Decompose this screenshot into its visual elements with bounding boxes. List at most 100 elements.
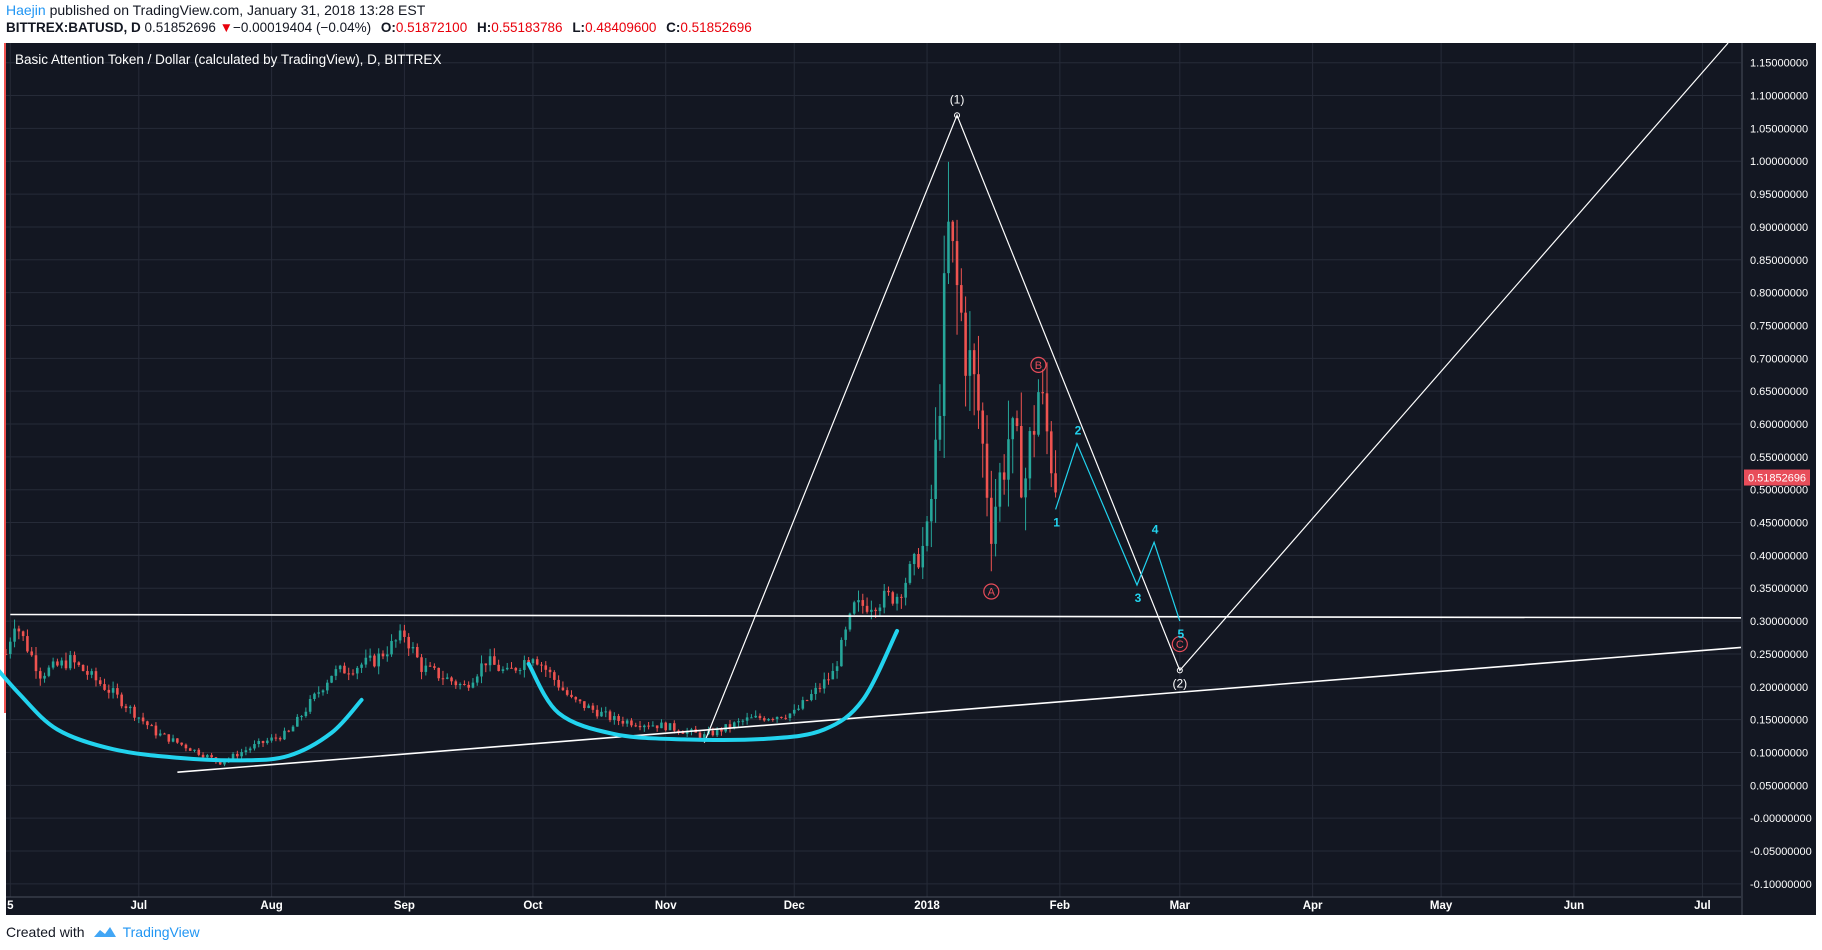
- wave-point: [1176, 667, 1183, 674]
- low-value: 0.48409600: [585, 20, 657, 35]
- candle-body: [810, 694, 813, 701]
- candle-body: [638, 725, 642, 728]
- candle-body: [621, 720, 625, 724]
- candle-body: [1011, 418, 1015, 440]
- candle-body: [390, 640, 393, 655]
- wave-label-cyan: 2: [1075, 424, 1082, 438]
- candle-body: [385, 654, 389, 657]
- candle-body: [261, 741, 265, 744]
- candle-body: [1049, 431, 1053, 474]
- candle: [68, 650, 72, 671]
- candle: [94, 667, 98, 687]
- candle-body: [917, 554, 920, 568]
- published-text: published on TradingView.com, January 31…: [49, 2, 426, 18]
- candle-body: [840, 639, 843, 667]
- candle-body: [934, 439, 937, 499]
- y-tick-label: -0.00000000: [1750, 813, 1812, 825]
- candle-body: [1037, 392, 1040, 435]
- candle: [981, 402, 985, 478]
- candle-body: [882, 590, 886, 608]
- x-tick-label: 5: [7, 900, 14, 912]
- candle: [535, 656, 539, 666]
- publish-line: Haejin published on TradingView.com, Jan…: [6, 2, 425, 18]
- y-tick-label: 0.55000000: [1750, 452, 1808, 464]
- candle: [942, 235, 946, 458]
- candle-body: [1024, 478, 1027, 498]
- candle-body: [865, 605, 869, 612]
- candle: [758, 713, 762, 721]
- candle: [831, 663, 835, 680]
- candle-body: [938, 415, 942, 440]
- candle-body: [398, 630, 402, 641]
- candle-body: [844, 629, 847, 640]
- candle: [90, 668, 93, 679]
- candle: [844, 626, 847, 647]
- candle: [98, 676, 102, 687]
- candle-body: [364, 657, 368, 665]
- candle: [835, 661, 839, 679]
- axes: 1.15000000 1.10000000 1.05000000 1.00000000…: [6, 43, 1812, 915]
- candle-body: [578, 699, 582, 702]
- candle: [621, 716, 625, 727]
- candle-body: [1041, 392, 1045, 394]
- candle: [321, 689, 325, 696]
- x-tick-label: Dec: [784, 900, 806, 912]
- candle-body: [274, 737, 278, 739]
- candle: [878, 603, 882, 616]
- candle-body: [557, 679, 560, 688]
- candle-body: [257, 741, 261, 745]
- candle: [900, 594, 903, 609]
- candle-body: [167, 734, 171, 742]
- last-price-tag: [1744, 469, 1810, 486]
- candle-body: [531, 659, 535, 664]
- candle-body: [985, 443, 989, 498]
- candle-body: [343, 665, 346, 674]
- candle-body: [814, 687, 817, 695]
- candle: [501, 666, 505, 674]
- candle-body: [317, 692, 321, 694]
- candle: [912, 552, 916, 576]
- chart-background: [6, 43, 1816, 915]
- candle-body: [1032, 431, 1036, 435]
- candle-body: [750, 717, 753, 719]
- candle: [257, 738, 261, 748]
- y-tick-label: 0.75000000: [1750, 320, 1808, 332]
- candle-body: [715, 728, 719, 736]
- x-tick-label: Oct: [523, 900, 542, 912]
- candle: [822, 672, 826, 694]
- x-tick-label: Feb: [1050, 900, 1070, 912]
- candle-body: [960, 285, 963, 313]
- candle: [137, 717, 141, 724]
- candle-body: [124, 706, 128, 709]
- candle: [1011, 416, 1015, 474]
- candle-body: [34, 655, 38, 672]
- candle-body: [201, 754, 205, 758]
- wave-label-red: A: [988, 587, 996, 599]
- candle-body: [505, 667, 509, 670]
- tradingview-link[interactable]: TradingView: [93, 924, 200, 940]
- tradingview-logo-icon: [93, 927, 116, 937]
- candle-body: [437, 667, 440, 679]
- candle-body: [574, 696, 578, 700]
- candle-body: [47, 667, 51, 676]
- candle: [308, 695, 312, 715]
- candle-body: [266, 740, 269, 744]
- candle-body: [514, 667, 518, 671]
- candle: [30, 647, 33, 657]
- wave-label-cyan: 3: [1135, 591, 1142, 605]
- candle-body: [236, 753, 239, 757]
- candle: [801, 696, 805, 711]
- candle-body: [698, 732, 702, 738]
- candle-body: [283, 730, 286, 740]
- author-link[interactable]: Haejin: [6, 2, 46, 18]
- candle: [287, 729, 291, 733]
- candle: [891, 590, 895, 606]
- candle-body: [334, 669, 338, 676]
- x-tick-label: Nov: [655, 900, 677, 912]
- candle-body: [43, 675, 46, 679]
- candle-body: [488, 656, 492, 666]
- candle-body: [128, 706, 132, 709]
- candle: [630, 718, 633, 728]
- candle-body: [1002, 472, 1006, 480]
